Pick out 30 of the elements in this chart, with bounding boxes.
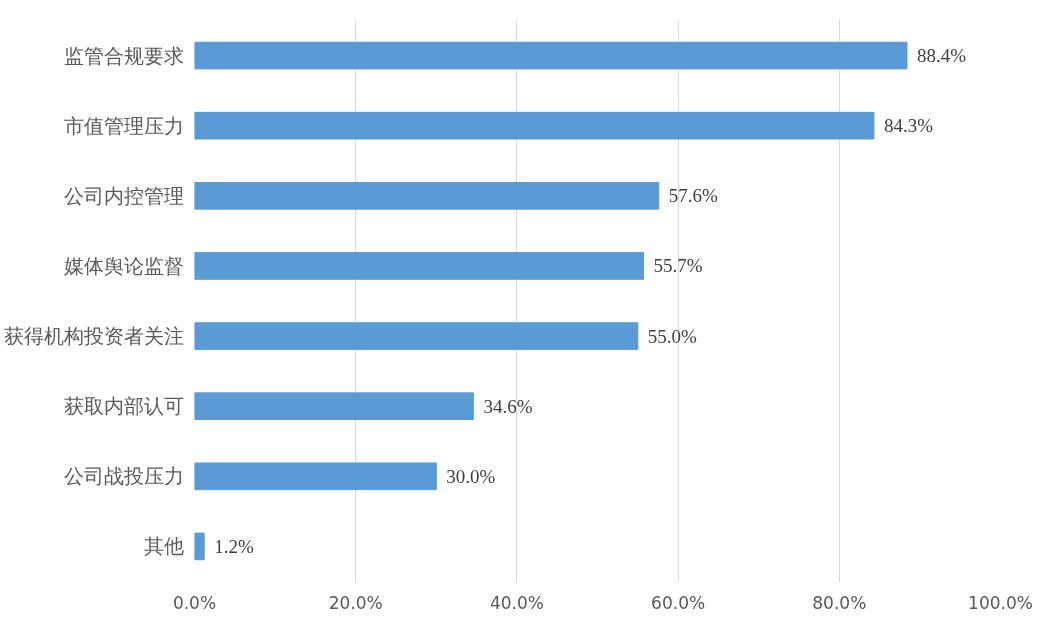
data-label: 55.7% (653, 255, 703, 277)
data-label: 55.0% (647, 325, 698, 347)
y-tick-label: 获取内部认可 (63, 394, 184, 419)
data-label: 88.4% (917, 45, 967, 67)
y-tick-label: 公司战投压力 (63, 464, 184, 489)
x-tick-label: 100.0% (968, 592, 1033, 613)
x-tick-label: 80.0% (812, 592, 867, 613)
data-label: 1.2% (214, 535, 254, 557)
data-label: 30.0% (446, 465, 496, 487)
data-label: 84.3% (883, 115, 934, 137)
bar (194, 322, 639, 350)
x-tick-label: 20.0% (328, 592, 383, 613)
x-tick-label: 0.0% (172, 592, 217, 613)
bar (194, 181, 660, 210)
bar (194, 462, 437, 491)
bar (194, 252, 644, 280)
y-tick-label: 获得机构投资者关注 (3, 324, 184, 349)
bar (194, 111, 875, 140)
data-label: 34.6% (483, 395, 533, 417)
bar (194, 41, 908, 70)
data-label: 57.6% (668, 185, 719, 207)
y-tick-label: 媒体舆论监督 (63, 253, 184, 278)
bar (194, 392, 474, 421)
y-tick-label: 其他 (143, 534, 184, 559)
x-tick-label: 40.0% (489, 592, 544, 613)
y-tick-label: 市值管理压力 (63, 113, 184, 138)
y-tick-label: 公司内控管理 (63, 183, 184, 208)
x-tick-label: 60.0% (651, 592, 706, 613)
bar (194, 532, 205, 561)
y-tick-label: 监管合规要求 (63, 43, 184, 68)
